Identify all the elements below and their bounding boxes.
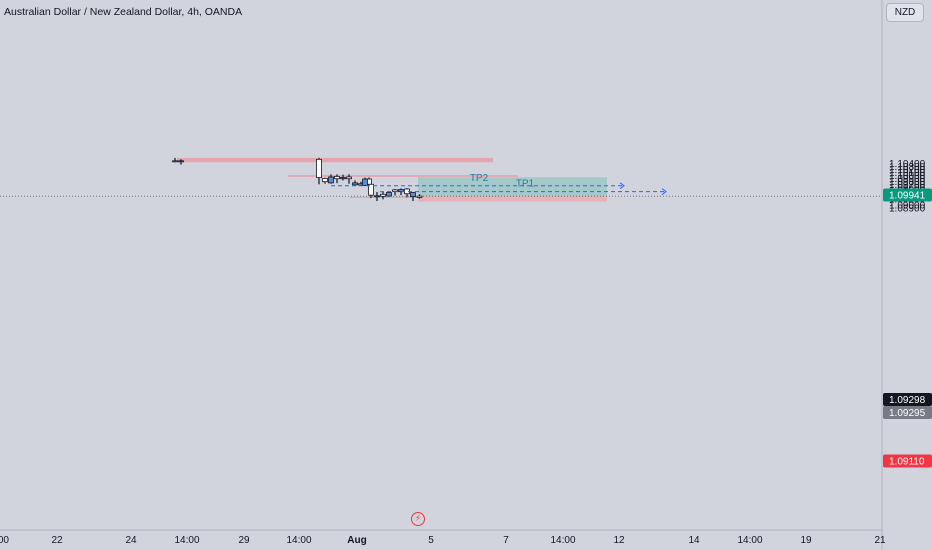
currency-button[interactable]: NZD [886,3,924,22]
price-badge-label: 1.09295 [889,408,926,419]
price-badges: 1.09941 1.09298 1.09295 1.09110 [883,188,932,468]
price-badge [883,406,932,419]
projection-label: TP2 [470,173,489,184]
candle-body [322,178,328,183]
candles-layer [172,157,423,202]
time-tick-label: 29 [238,535,250,546]
price-tick-label: 1.10000 [889,171,926,182]
time-tick-label: 14:00 [286,535,311,546]
lightning-icon[interactable]: ⚡ [411,512,425,526]
price-tick-label: 1.09600 [889,183,926,194]
candle-body [374,195,380,198]
time-tick-label: 5 [428,535,434,546]
supply-zone-top [177,157,493,163]
price-tick-label: 1.09700 [889,180,926,191]
time-tick-label: 12 [613,535,625,546]
candle-body [362,178,368,186]
time-tick-label: 14:00 [550,535,575,546]
time-axis[interactable]: :00 22 24 14:00 29 14:00 Aug 5 7 14:00 12 14 14:00 19… [0,535,886,546]
candle-body [410,192,416,198]
candle-body [328,176,334,184]
position-layer [418,177,607,202]
candle-body [386,192,392,197]
time-tick-label: 7 [503,535,509,546]
projection-label: TP1 [516,179,535,190]
price-tick-label: 1.09000 [889,200,926,211]
candle-body [340,177,346,180]
candle-body [334,175,340,180]
time-tick-label: Aug [347,535,366,546]
candle-body [178,160,184,163]
price-tick-label: 1.10300 [889,162,926,173]
time-tick-label: 14 [688,535,700,546]
price-badge-label: 1.09110 [889,457,925,468]
candle-body [416,195,423,198]
candle-body [346,176,352,180]
supply-zone-mid [288,175,518,177]
price-axis[interactable]: 1.104001.103001.102001.101001.100001.099… [889,159,926,214]
candle-body [172,160,178,163]
price-tick-label: 1.10200 [889,165,926,176]
time-tick-label: :00 [0,535,9,546]
stop-zone[interactable] [418,196,607,202]
candle-body [392,189,398,192]
price-badge [883,393,932,406]
projection-arrow [661,188,667,196]
price-tick-label: 1.09900 [889,174,926,185]
price-badge-label: 1.09941 [889,191,926,202]
chart-title: Australian Dollar / New Zealand Dollar, … [4,6,242,18]
price-tick-label: 1.10400 [889,159,926,170]
time-tick-label: 21 [874,535,886,546]
time-tick-label: 19 [800,535,812,546]
candle-body [368,183,374,196]
candle-body [352,182,358,186]
price-tick-label: 1.10100 [889,168,926,179]
price-badge [883,454,932,468]
annotation-layer: TP2 TP1 [331,173,667,196]
price-tick-label: 1.08900 [889,203,926,214]
time-tick-label: 14:00 [737,535,762,546]
projection-arrow [619,182,625,190]
price-badge-label: 1.09298 [889,395,926,406]
price-tick-label: 1.09800 [889,177,926,188]
target-zone[interactable] [418,177,607,197]
candle-body [380,193,386,197]
time-tick-label: 14:00 [174,535,199,546]
time-tick-label: 24 [125,535,137,546]
time-tick-label: 22 [51,535,63,546]
candle-body [316,158,322,178]
price-badge [883,188,932,202]
